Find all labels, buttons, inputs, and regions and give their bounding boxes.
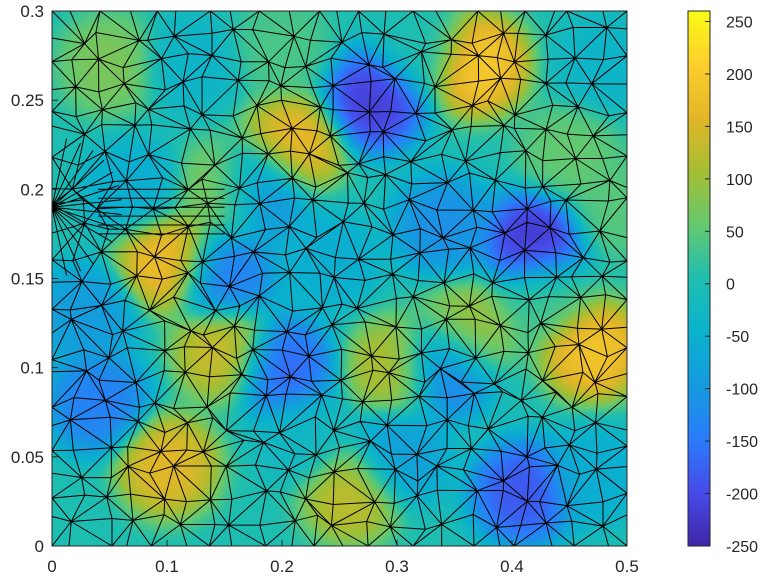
y-tick-label: 0.2 <box>20 180 44 199</box>
colorbar: -250 -200 -150 -100 -50 0 50 100 150 200 250 <box>687 10 758 556</box>
y-tick-label: 0.1 <box>20 359 44 378</box>
y-axis: 0 0.05 0.1 0.15 0.2 0.25 0.3 <box>11 2 58 556</box>
colorbar-tick-label: -150 <box>726 434 758 451</box>
colorbar-ticks: -250 -200 -150 -100 -50 0 50 100 150 200 250 <box>705 14 758 556</box>
x-tick-label: 0.4 <box>500 557 524 576</box>
colorbar-tick-label: 150 <box>726 119 753 136</box>
field-heatmap <box>52 11 627 546</box>
colorbar-gradient <box>688 11 710 546</box>
x-tick-label: 0.2 <box>270 557 294 576</box>
x-tick-label: 0.3 <box>385 557 409 576</box>
x-tick-label: 0 <box>47 557 56 576</box>
colorbar-frame <box>687 10 711 547</box>
mesh-edges <box>52 11 627 546</box>
x-axis: 0 0.1 0.2 0.3 0.4 0.5 <box>47 540 639 576</box>
x-tick-label: 0.5 <box>615 557 639 576</box>
colorbar-tick-label: 50 <box>726 224 744 241</box>
colorbar-tick-label: 0 <box>726 277 735 294</box>
x-tick-label: 0.1 <box>155 557 179 576</box>
mesh-overlay <box>52 11 627 546</box>
colorbar-tick-label: -50 <box>726 329 749 346</box>
colorbar-tick-label: -200 <box>726 487 758 504</box>
y-tick-label: 0.15 <box>11 270 44 289</box>
colorbar-tick-label: -250 <box>726 539 758 556</box>
colorbar-tick-label: 250 <box>726 14 753 31</box>
y-tick-label: 0.25 <box>11 91 44 110</box>
plot-area <box>51 10 628 547</box>
colorbar-tick-label: 100 <box>726 172 753 189</box>
y-tick-label: 0.3 <box>20 2 44 21</box>
colorbar-tick-label: 200 <box>726 67 753 84</box>
y-tick-label: 0.05 <box>11 448 44 467</box>
y-tick-label: 0 <box>35 537 44 556</box>
colorbar-tick-label: -100 <box>726 382 758 399</box>
